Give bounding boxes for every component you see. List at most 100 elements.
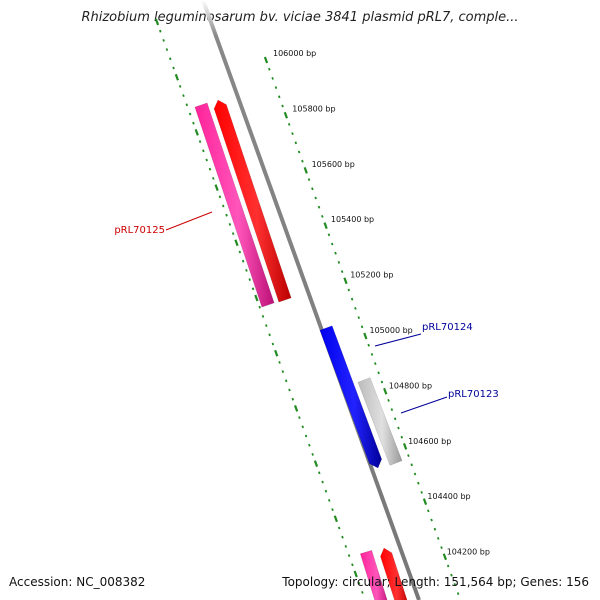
ruler-tick-right [380, 380, 384, 384]
ruler-tick-right [311, 187, 314, 191]
ruler-tick-left [274, 349, 279, 357]
ruler-tick-right [263, 56, 269, 64]
ruler-tick-right [343, 277, 348, 285]
ruler-tick-left [351, 563, 354, 567]
ruler-tick-left [238, 250, 242, 254]
ruler-tick-right [393, 417, 397, 421]
ruler-tick-right [347, 288, 351, 292]
ruler-tick-left [248, 278, 251, 282]
ruler-tick-left [301, 425, 304, 429]
ruler-right-ticks [263, 56, 460, 596]
bottom-feature-a[interactable] [359, 549, 389, 600]
ruler-tick-left [321, 480, 324, 484]
ruler-tick-right [456, 592, 460, 596]
ruler-tick-right [430, 518, 433, 522]
gene-pRL70124-label[interactable]: pRL70124 [422, 322, 473, 333]
ruler-tick-right [370, 352, 374, 356]
ruler-tick-right [427, 509, 430, 513]
ruler-tick-left [333, 515, 338, 523]
gene-pRL70125-leader [165, 211, 213, 231]
ruler-tick-right [337, 260, 341, 264]
ruler-tick-left [225, 213, 228, 217]
ruler-tick-right [281, 104, 284, 108]
ruler-tick-right [357, 316, 360, 320]
ruler-tick-right [287, 122, 291, 126]
gene-pRL70124-leader [374, 333, 422, 347]
ruler-label: 104800 bp [389, 381, 432, 390]
ruler-tick-left [178, 84, 182, 88]
ruler-tick-left [202, 149, 205, 153]
ruler-labels: 106000 bp 105800 bp 105600 bp 105400 bp 1052… [273, 49, 490, 557]
ruler-tick-right [420, 490, 423, 494]
ruler-tick-right [440, 546, 443, 550]
ruler-tick-left [288, 388, 291, 392]
ruler-tick-left [308, 443, 311, 447]
ruler-tick-left [185, 103, 189, 107]
ruler-tick-left [228, 222, 232, 226]
ruler-label: 105800 bp [292, 104, 335, 113]
ruler-tick-right [274, 86, 278, 90]
ruler-tick-right [436, 536, 440, 540]
ruler-tick-right [291, 132, 294, 136]
ruler-tick-left [261, 314, 265, 318]
ruler-tick-left [293, 405, 299, 412]
ruler-left-ticks [154, 18, 364, 594]
ruler-label: 106000 bp [273, 49, 316, 58]
ruler-tick-right [340, 270, 344, 274]
ruler-tick-right [271, 76, 274, 80]
ruler-tick-right [377, 371, 380, 375]
ruler-tick-left [154, 18, 160, 26]
ruler-label: 104200 bp [447, 548, 490, 557]
ruler-tick-left [357, 581, 361, 585]
ruler-tick-left [331, 508, 334, 512]
ruler-tick-left [162, 38, 165, 42]
page-title: Rhizobium leguminosarum bv. viciae 3841 … [81, 10, 519, 25]
ruler-tick-right [363, 332, 368, 340]
ruler-tick-right [360, 325, 364, 329]
ruler-tick-right [383, 387, 388, 395]
ruler-tick-right [413, 472, 417, 476]
ruler-tick-left [234, 239, 239, 247]
gene-pRL70123-label[interactable]: pRL70123 [448, 389, 499, 400]
ruler-tick-right [327, 233, 331, 237]
gene-pRL70125-label[interactable]: pRL70125 [114, 225, 165, 236]
ruler-tick-left [208, 167, 212, 171]
ruler-label: 105400 bp [331, 215, 374, 224]
ruler-tick-right [407, 454, 410, 458]
ruler-tick-left [304, 434, 308, 438]
ruler-tick-right [283, 111, 288, 119]
ruler-tick-right [450, 573, 453, 577]
ruler-tick-left [271, 342, 275, 346]
ruler-tick-right [400, 435, 404, 439]
ruler-tick-left [324, 489, 328, 493]
gene-pRL70123-feature[interactable] [357, 377, 403, 466]
ruler-tick-right [317, 205, 321, 209]
ruler-label: 104400 bp [427, 492, 470, 501]
ruler-tick-right [433, 527, 437, 531]
gene-pRL70125-feature-b[interactable] [213, 99, 292, 303]
ruler-label: 104600 bp [408, 437, 451, 446]
ruler-tick-left [254, 294, 259, 302]
gene-labels: pRL70125 pRL70124 pRL70123 [114, 211, 499, 414]
ruler-label: 105200 bp [350, 271, 393, 280]
ruler-tick-left [221, 204, 225, 208]
bottom-feature-b[interactable] [380, 547, 409, 600]
ruler-tick-left [165, 48, 169, 52]
gene-pRL70124-feature[interactable] [319, 325, 382, 469]
ruler-tick-left [194, 129, 199, 136]
ruler-tick-left [313, 460, 319, 467]
ruler-tick-left [212, 176, 215, 180]
gene-pRL70125-feature-a[interactable] [194, 102, 275, 308]
ruler-tick-left [188, 112, 192, 116]
ruler-tick-left [251, 287, 255, 291]
ruler-tick-left [361, 590, 364, 594]
accession-text: Accession: NC_008382 [9, 575, 146, 589]
ruler-tick-right [446, 564, 450, 568]
ruler-tick-right [321, 214, 324, 218]
topology-stats: Topology: circular; Length: 151,564 bp; … [282, 575, 589, 589]
ruler-tick-left [182, 94, 185, 98]
ruler-tick-right [453, 582, 457, 586]
ruler-tick-left [337, 526, 341, 530]
ruler-tick-left [353, 570, 358, 578]
